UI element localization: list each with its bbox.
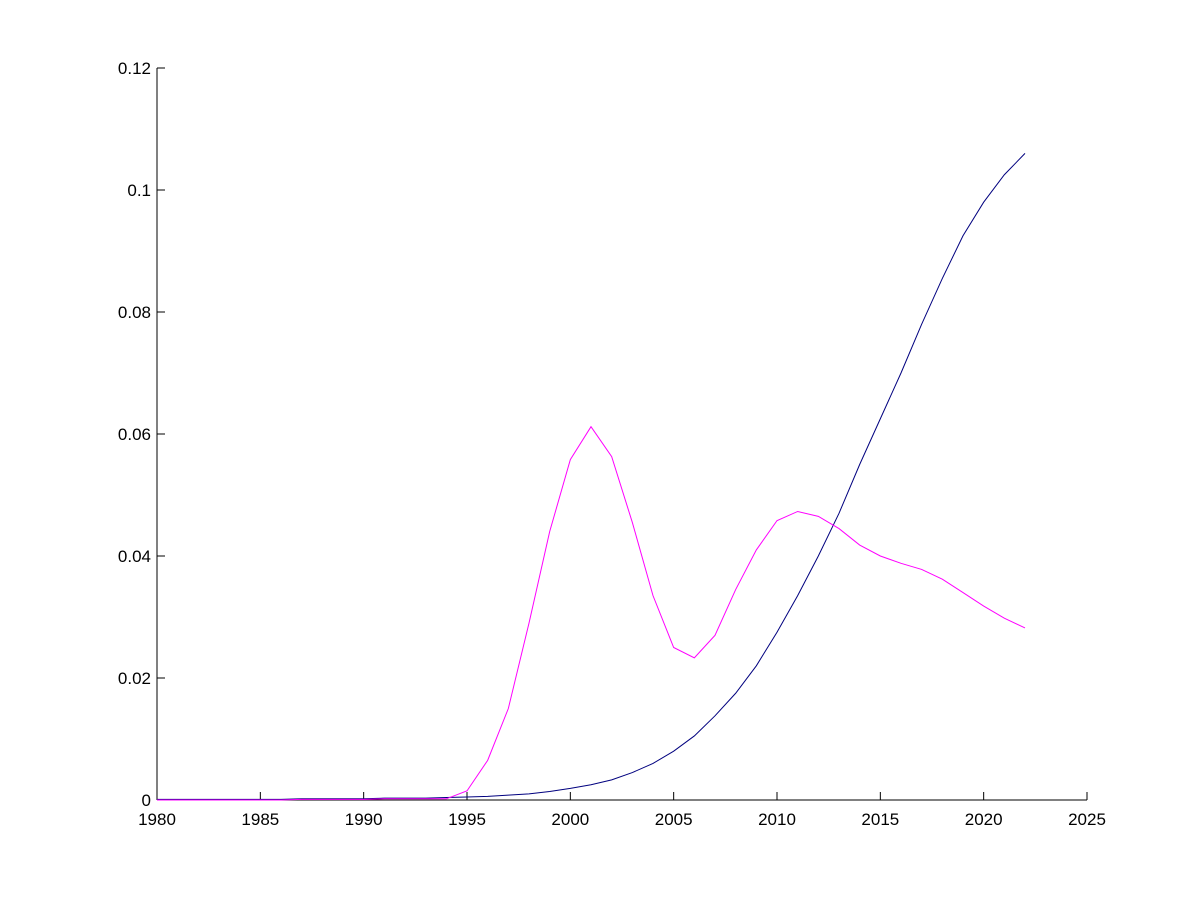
y-tick-label: 0: [142, 791, 151, 810]
y-tick-label: 0.06: [118, 425, 151, 444]
y-tick-label: 0.02: [118, 669, 151, 688]
x-tick-label: 2020: [965, 810, 1003, 829]
x-tick-label: 1990: [345, 810, 383, 829]
y-tick-label: 0.1: [127, 181, 151, 200]
x-tick-label: 2025: [1068, 810, 1106, 829]
x-tick-label: 2000: [551, 810, 589, 829]
x-tick-label: 2010: [758, 810, 796, 829]
line-series: [157, 153, 1026, 800]
x-tick-label: 2005: [655, 810, 693, 829]
x-tick-label: 1980: [138, 810, 176, 829]
y-tick-label: 0.08: [118, 303, 151, 322]
line-series: [157, 425, 1026, 801]
x-tick-label: 1985: [241, 810, 279, 829]
y-tick-label: 0.12: [118, 59, 151, 78]
y-tick-label: 0.04: [118, 547, 151, 566]
x-tick-label: 1995: [448, 810, 486, 829]
x-tick-label: 2015: [861, 810, 899, 829]
